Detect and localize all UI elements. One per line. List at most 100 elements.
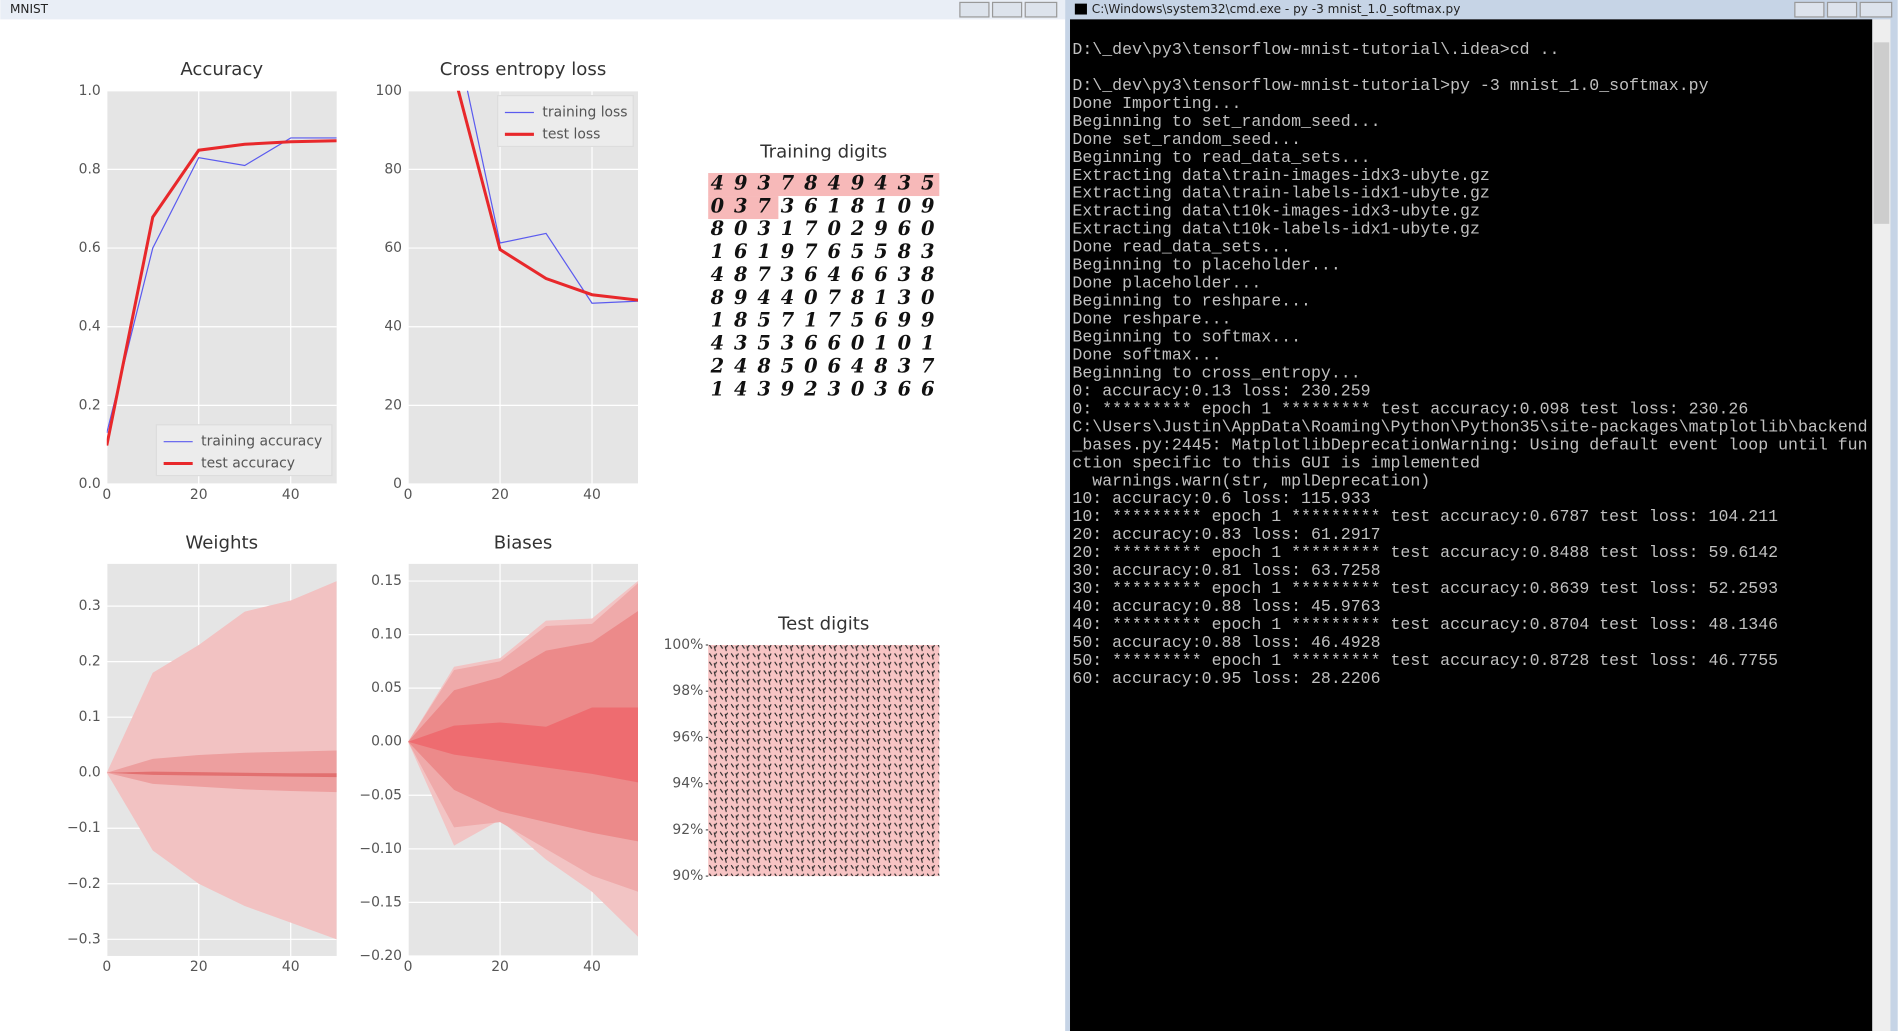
console-line: Beginning to reshpare... xyxy=(1072,292,1311,311)
y-tick-label: 0.8 xyxy=(79,161,101,177)
cmd-icon xyxy=(1074,3,1087,15)
y-tick-label: 0.05 xyxy=(371,680,402,696)
x-tick-label: 40 xyxy=(282,959,300,975)
console-line: Extracting data\t10k-images-idx3-ubyte.g… xyxy=(1072,202,1480,221)
y-tick-label: 98% xyxy=(672,683,703,699)
x-tick-label: 40 xyxy=(282,487,300,503)
chart-title: Cross entropy loss xyxy=(440,59,606,80)
band-area xyxy=(106,750,337,793)
series-line xyxy=(106,139,337,446)
legend-label: test accuracy xyxy=(201,455,295,471)
window-buttons[interactable] xyxy=(1794,1,1893,18)
legend-label: test loss xyxy=(542,126,600,142)
console-line: 60: accuracy:0.95 loss: 28.2206 xyxy=(1072,669,1380,688)
chart-title: Biases xyxy=(494,532,553,553)
console-line: Extracting data\t10k-labels-idx1-ubyte.g… xyxy=(1072,220,1480,239)
y-tick-label: −0.1 xyxy=(67,820,101,836)
titlebar xyxy=(0,0,1066,20)
x-tick-label: 0 xyxy=(102,959,111,975)
console-line: Done set_random_seed... xyxy=(1072,130,1301,149)
legend-label: training accuracy xyxy=(201,434,322,450)
highlight xyxy=(708,196,779,220)
y-tick-label: 0.1 xyxy=(79,709,101,725)
y-tick-label: 40 xyxy=(384,319,402,335)
console-line: Extracting data\train-labels-idx1-ubyte.… xyxy=(1072,184,1489,203)
console-line: 10: accuracy:0.6 loss: 115.933 xyxy=(1072,489,1370,508)
legend-label: training loss xyxy=(542,105,627,121)
chart-title: Training digits xyxy=(759,141,887,162)
y-tick-label: 0.2 xyxy=(79,397,101,413)
highlight xyxy=(708,173,940,197)
console-line: Done placeholder... xyxy=(1072,274,1261,293)
x-tick-label: 40 xyxy=(583,487,601,503)
y-tick-label: 0.00 xyxy=(371,734,402,750)
console-line: 30: accuracy:0.81 loss: 63.7258 xyxy=(1072,561,1380,580)
chart-title: Weights xyxy=(185,532,258,553)
console-line: 10: ********* epoch 1 ********* test acc… xyxy=(1072,507,1778,526)
console-line: Beginning to cross_entropy... xyxy=(1072,363,1360,382)
series-line xyxy=(456,90,639,302)
console-line: _bases.py:2445: MatplotlibDeprecationWar… xyxy=(1071,435,1867,454)
console-line: 20: accuracy:0.83 loss: 61.2917 xyxy=(1072,525,1380,544)
band-area xyxy=(408,707,639,783)
scrollbar[interactable] xyxy=(1872,19,1891,1031)
x-tick-label: 40 xyxy=(583,959,601,975)
digit-image xyxy=(708,644,940,877)
y-tick-label: 0.3 xyxy=(79,598,101,614)
console-line: ction specific to this GUI is implemente… xyxy=(1072,453,1480,472)
y-tick-label: 1.0 xyxy=(79,83,101,99)
console xyxy=(1070,19,1873,1031)
console-line: C:\Users\Justin\AppData\Roaming\Python\P… xyxy=(1072,417,1867,436)
y-tick-label: −0.20 xyxy=(359,948,402,964)
console-line: warnings.warn(str, mplDeprecation) xyxy=(1072,471,1430,490)
y-tick-label: −0.05 xyxy=(359,787,402,803)
y-tick-label: 60 xyxy=(384,240,402,256)
console-line: 40: ********* epoch 1 ********* test acc… xyxy=(1072,615,1778,634)
x-tick-label: 20 xyxy=(190,487,208,503)
x-tick-label: 0 xyxy=(102,487,111,503)
legend xyxy=(155,424,333,477)
chart-title: Accuracy xyxy=(180,59,263,80)
console-line: 40: accuracy:0.88 loss: 45.9763 xyxy=(1072,597,1380,616)
console-line: Beginning to set_random_seed... xyxy=(1072,112,1380,131)
y-tick-label: 0.10 xyxy=(371,627,402,643)
console-line: Beginning to read_data_sets... xyxy=(1072,148,1370,167)
x-tick-label: 0 xyxy=(404,959,413,975)
y-tick-label: 100 xyxy=(375,83,402,99)
console-line: D:\_dev\py3\tensorflow-mnist-tutorial\.i… xyxy=(1072,40,1559,59)
window-title: C:\Windows\system32\cmd.exe - py -3 mnis… xyxy=(1092,2,1461,16)
window-buttons[interactable] xyxy=(959,1,1058,18)
y-tick-label: −0.10 xyxy=(359,841,402,857)
y-tick-label: 0.6 xyxy=(79,240,101,256)
x-tick-label: 0 xyxy=(404,487,413,503)
x-tick-label: 20 xyxy=(190,959,208,975)
y-tick-label: 0.4 xyxy=(79,319,101,335)
console-line: Done read_data_sets... xyxy=(1072,238,1291,257)
band-area xyxy=(106,771,337,778)
y-tick-label: 92% xyxy=(672,822,703,838)
y-tick-label: −0.3 xyxy=(67,931,101,947)
x-tick-label: 20 xyxy=(491,487,509,503)
y-tick-label: 0.2 xyxy=(79,654,101,670)
console-line: 0: accuracy:0.13 loss: 230.259 xyxy=(1072,381,1370,400)
y-tick-label: 90% xyxy=(672,868,703,884)
chart-title: Test digits xyxy=(777,613,869,634)
console-line: 30: ********* epoch 1 ********* test acc… xyxy=(1072,579,1778,598)
series-line xyxy=(466,90,639,304)
window-title: MNIST xyxy=(10,2,49,16)
y-tick-label: −0.15 xyxy=(359,894,402,910)
console-line: D:\_dev\py3\tensorflow-mnist-tutorial>py… xyxy=(1072,76,1708,95)
y-tick-label: 0 xyxy=(393,476,402,492)
legend xyxy=(497,94,634,148)
console-line: 50: accuracy:0.88 loss: 46.4928 xyxy=(1072,633,1380,652)
y-tick-label: 94% xyxy=(672,776,703,792)
y-tick-label: 0.0 xyxy=(79,476,101,492)
y-tick-label: −0.2 xyxy=(67,876,101,892)
y-tick-label: 0.0 xyxy=(79,765,101,781)
scroll-thumb[interactable] xyxy=(1873,42,1890,224)
series-line xyxy=(106,137,337,434)
console-line: 50: ********* epoch 1 ********* test acc… xyxy=(1072,651,1778,670)
y-tick-label: 96% xyxy=(672,729,703,745)
